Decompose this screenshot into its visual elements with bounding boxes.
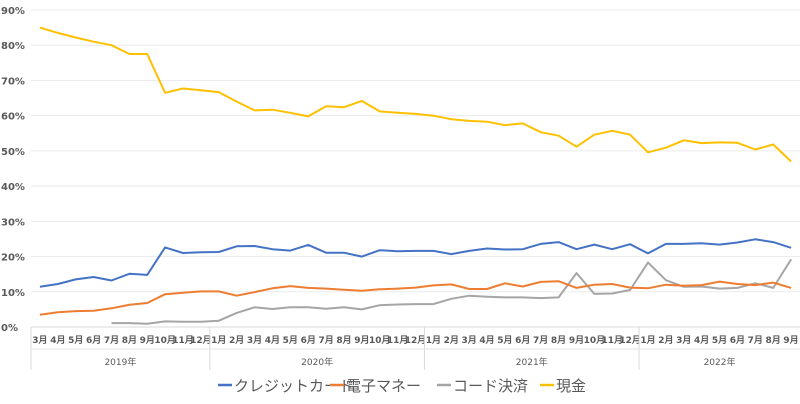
- x-tick-label: 1月: [211, 335, 226, 346]
- x-tick-label: 8月: [122, 335, 137, 346]
- x-tick-label: 12月: [405, 335, 427, 346]
- y-tick-label: 40%: [1, 182, 25, 193]
- x-tick-label: 4月: [694, 335, 709, 346]
- x-tick-label: 6月: [86, 335, 101, 346]
- legend-label: 電子マネー: [346, 377, 421, 395]
- x-tick-label: 4月: [265, 335, 280, 346]
- x-tick-label: 3月: [676, 335, 691, 346]
- x-tick-label: 10月: [369, 335, 391, 346]
- x-year-label: 2020年: [301, 356, 333, 368]
- x-tick-label: 2月: [444, 335, 459, 346]
- x-tick-label: 9月: [783, 335, 798, 346]
- x-tick-label: 7月: [104, 335, 119, 346]
- legend-label: 現金: [556, 377, 586, 395]
- x-tick-label: 11月: [387, 335, 409, 346]
- x-tick-label: 9月: [569, 335, 584, 346]
- x-tick-label: 3月: [247, 335, 262, 346]
- x-tick-label: 1月: [426, 335, 441, 346]
- legend-label: クレジットカード: [234, 377, 354, 395]
- x-tick-label: 10月: [154, 335, 176, 346]
- x-year-label: 2019年: [104, 356, 136, 368]
- x-year-label: 2021年: [516, 356, 548, 368]
- series-line-3: [39, 26, 792, 163]
- x-tick-label: 11月: [172, 335, 194, 346]
- y-tick-label: 30%: [1, 217, 25, 228]
- x-tick-label: 3月: [462, 335, 477, 346]
- x-tick-label: 5月: [497, 335, 512, 346]
- x-tick-label: 9月: [140, 335, 155, 346]
- x-tick-label: 8月: [336, 335, 351, 346]
- y-tick-label: 90%: [1, 6, 25, 17]
- x-tick-label: 6月: [730, 335, 745, 346]
- x-tick-label: 3月: [32, 335, 47, 346]
- x-tick-label: 11月: [601, 335, 623, 346]
- x-tick-label: 2月: [658, 335, 673, 346]
- legend-label: コード決済: [453, 377, 528, 395]
- x-tick-label: 4月: [50, 335, 65, 346]
- x-tick-label: 8月: [766, 335, 781, 346]
- x-tick-label: 2月: [229, 335, 244, 346]
- y-tick-label: 20%: [1, 253, 25, 264]
- y-tick-label: 10%: [1, 288, 25, 299]
- x-tick-label: 6月: [515, 335, 530, 346]
- x-tick-label: 1月: [640, 335, 655, 346]
- x-tick-label: 5月: [283, 335, 298, 346]
- x-tick-label: 5月: [712, 335, 727, 346]
- x-tick-label: 4月: [479, 335, 494, 346]
- x-tick-label: 12月: [190, 335, 212, 346]
- x-tick-label: 6月: [301, 335, 316, 346]
- x-tick-label: 8月: [551, 335, 566, 346]
- x-tick-label: 10月: [584, 335, 606, 346]
- series-line-1: [39, 280, 792, 316]
- x-tick-label: 7月: [748, 335, 763, 346]
- x-tick-label: 5月: [68, 335, 83, 346]
- y-tick-label: 0%: [1, 323, 18, 334]
- x-tick-label: 7月: [318, 335, 333, 346]
- series-line-0: [39, 238, 792, 288]
- y-tick-label: 80%: [1, 41, 25, 52]
- x-tick-label: 7月: [533, 335, 548, 346]
- y-tick-label: 70%: [1, 76, 25, 87]
- y-tick-label: 50%: [1, 147, 25, 158]
- x-year-label: 2022年: [704, 356, 736, 368]
- x-tick-label: 9月: [354, 335, 369, 346]
- y-tick-label: 60%: [1, 112, 25, 123]
- x-tick-label: 12月: [619, 335, 641, 346]
